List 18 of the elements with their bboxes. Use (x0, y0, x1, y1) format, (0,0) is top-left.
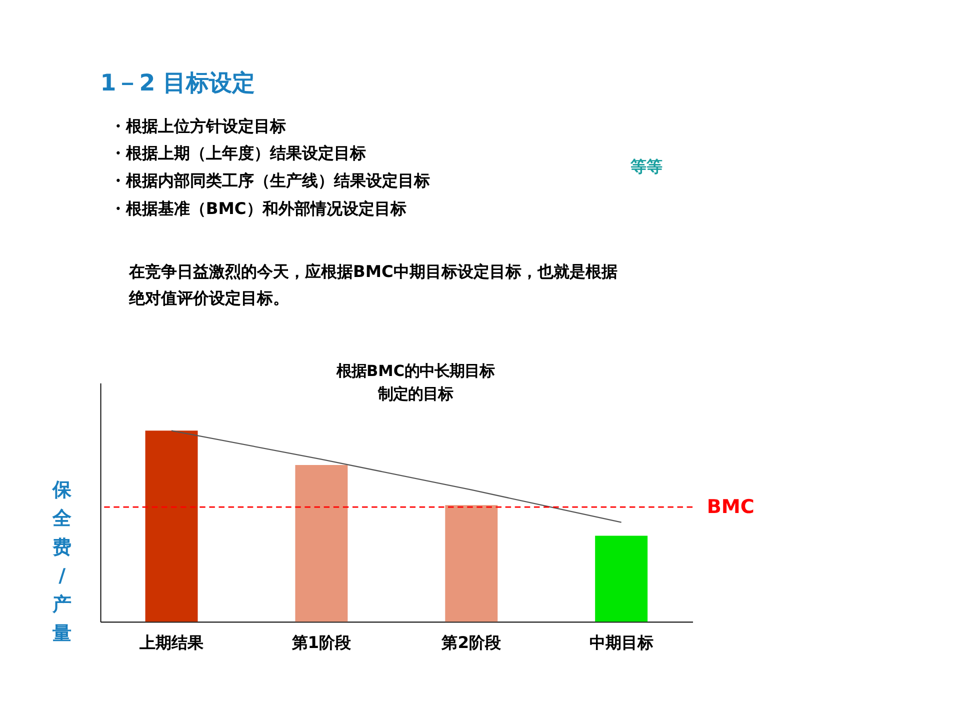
bar (595, 536, 648, 622)
chart-title: 1－2 目标设定 (100, 70, 256, 97)
text: ・根据上位方针设定目标 (110, 116, 286, 136)
text: ・根据上期（上年度）结果设定目标 (110, 143, 366, 162)
bar (295, 465, 348, 622)
x-tick-label: 第1阶段 (290, 632, 352, 652)
ref-line-label: BMC (706, 494, 754, 518)
text: 在竞争日益激烈的今天，应根据BMC中期目标设定目标，也就是根据绝对值评价设定目标。 (128, 262, 618, 308)
x-tick-label: 第2阶段 (440, 632, 502, 652)
x-tick-label: 上期结果 (138, 632, 205, 652)
bar (445, 505, 498, 622)
text: 根据BMC的中长期目标制定的目标 (336, 362, 495, 404)
text: ・根据内部同类工序（生产线）结果设定目标 (110, 171, 430, 190)
bar (145, 430, 198, 622)
text: 等等 (629, 156, 662, 176)
y-axis-title: 保全费/产量 (52, 478, 73, 644)
x-tick-label: 中期目标 (589, 632, 654, 652)
text: ・根据基准（BMC）和外部情况设定目标 (110, 198, 406, 218)
